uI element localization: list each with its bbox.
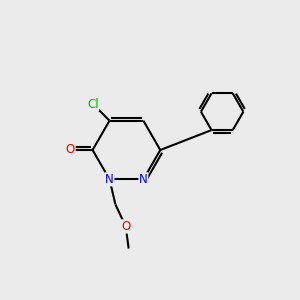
Text: Cl: Cl <box>87 98 99 110</box>
Text: O: O <box>66 143 75 157</box>
Text: N: N <box>105 173 114 186</box>
Text: N: N <box>139 173 148 186</box>
Text: O: O <box>121 220 130 233</box>
